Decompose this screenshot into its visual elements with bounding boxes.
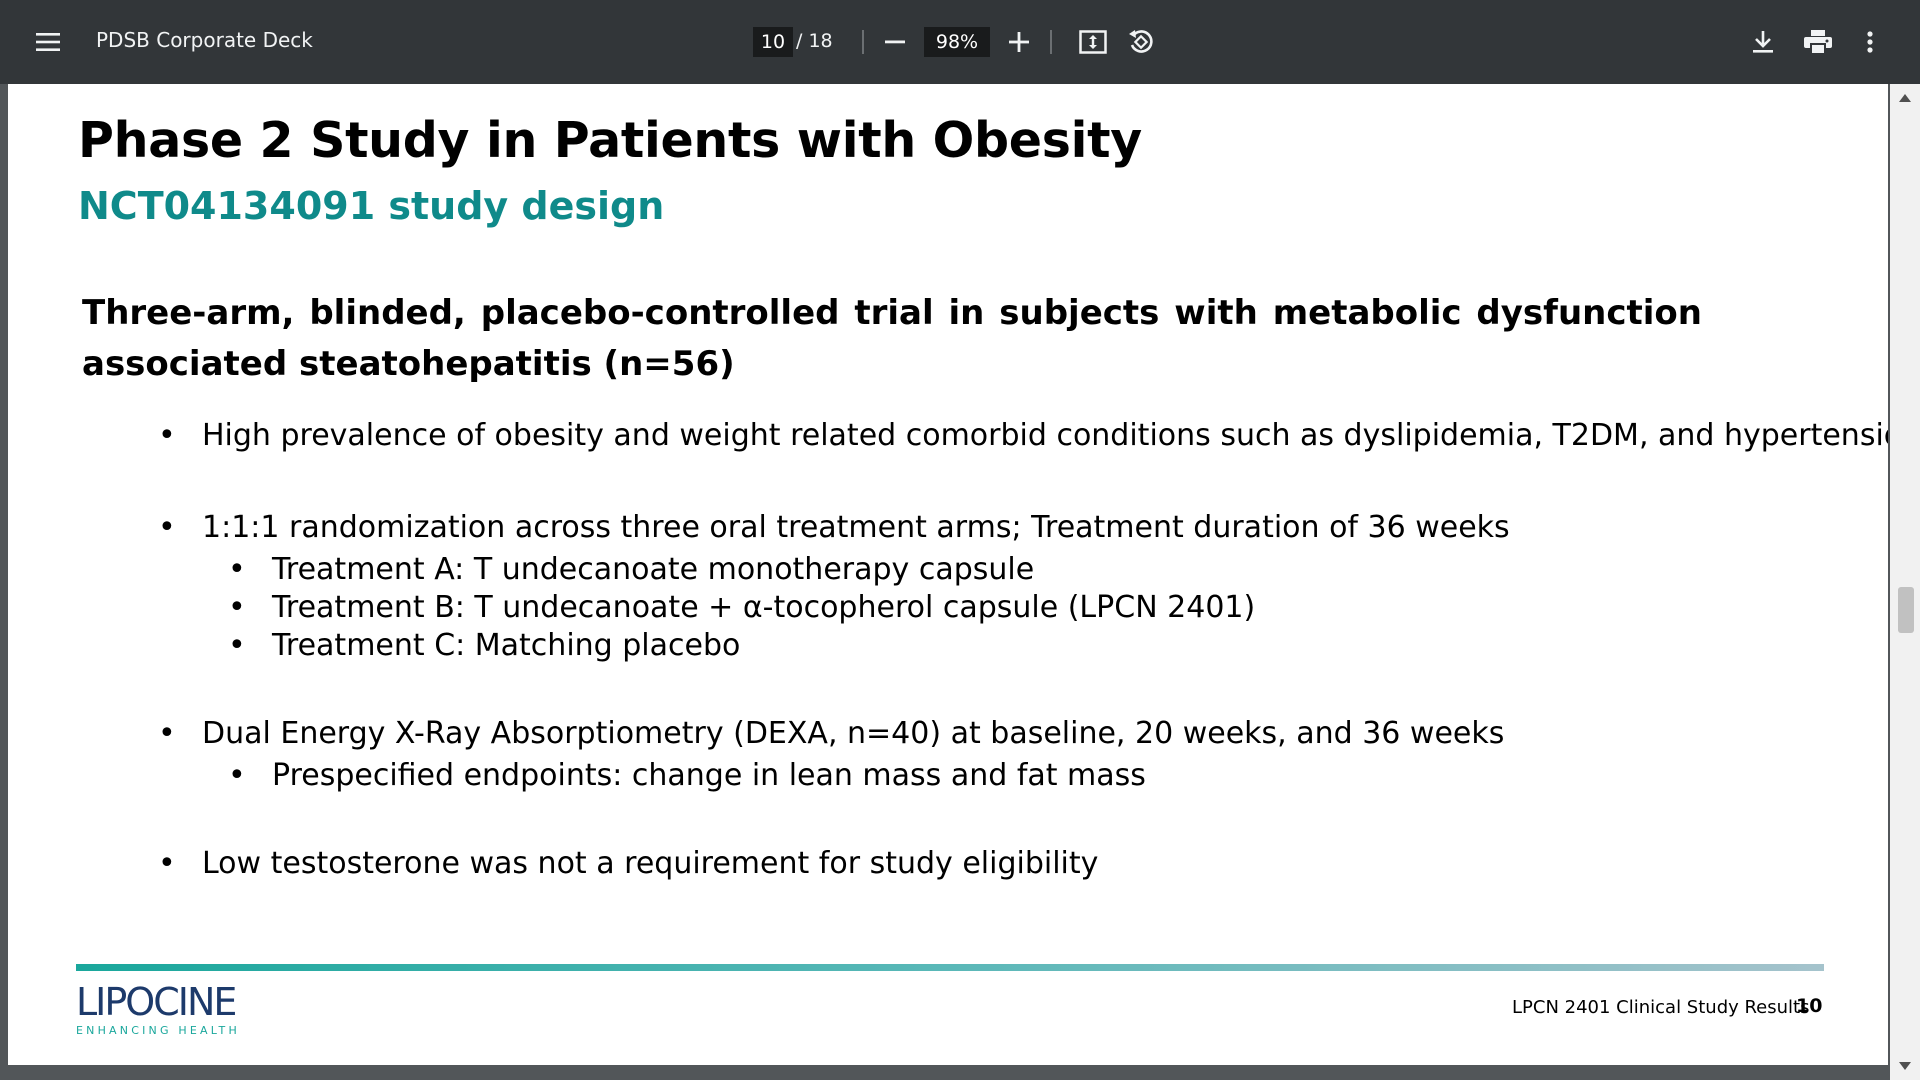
zoom-level-input[interactable]: 98% [924,27,990,57]
toolbar-divider [1050,30,1052,54]
bullet-marker: • [228,590,246,625]
scrollbar-thumb[interactable] [1898,587,1914,633]
bullet-marker: • [158,846,176,881]
bullet-item: • 1:1:1 randomization across three oral … [158,510,1510,545]
bullet-text: 1:1:1 randomization across three oral tr… [202,510,1510,545]
lipocine-logo: LIPOCINE ENHANCING HEALTH [76,982,240,1037]
bullet-text: Prespecified endpoints: change in lean m… [272,758,1146,793]
bullet-text: Dual Energy X-Ray Absorptiometry (DEXA, … [202,716,1505,751]
slide-page-number: 10 [1796,995,1823,1017]
sub-bullet-item: • Treatment B: T undecanoate + α-tocophe… [228,590,1256,625]
footer-text: LPCN 2401 Clinical Study Results [1512,997,1810,1018]
sub-bullet-item: • Treatment C: Matching placebo [228,628,741,663]
document-title: PDSB Corporate Deck [96,28,313,52]
bullet-marker: • [158,418,176,453]
bullet-item: • Dual Energy X-Ray Absorptiometry (DEXA… [158,716,1505,751]
download-icon[interactable] [1744,24,1782,60]
slide-subtitle: NCT04134091 study design [78,184,665,228]
zoom-in-icon[interactable] [1001,24,1037,60]
zoom-out-icon[interactable] [877,24,913,60]
logo-wordmark: LIPOCINE [76,980,237,1024]
bullet-marker: • [158,716,176,751]
scroll-down-arrow-icon[interactable] [1899,1062,1911,1070]
footer-divider [76,964,1824,971]
bullet-marker: • [228,758,246,793]
more-options-icon[interactable] [1852,24,1888,60]
bullet-item: • Low testosterone was not a requirement… [158,846,1099,881]
pdf-toolbar: PDSB Corporate Deck 10 / 18 98% [0,0,1920,84]
pdf-page: Phase 2 Study in Patients with Obesity N… [8,84,1888,1065]
bullet-marker: • [228,628,246,663]
page-total: / 18 [796,30,833,52]
bullet-text: Low testosterone was not a requirement f… [202,846,1099,881]
bullet-marker: • [158,510,176,545]
vertical-scrollbar[interactable] [1890,84,1920,1080]
page-number-input[interactable]: 10 [753,27,793,57]
rotate-icon[interactable] [1122,24,1160,60]
scroll-up-arrow-icon[interactable] [1899,94,1911,102]
slide-title: Phase 2 Study in Patients with Obesity [78,112,1142,169]
menu-icon[interactable] [28,22,68,62]
fit-page-icon[interactable] [1074,24,1112,60]
sub-bullet-item: • Prespecified endpoints: change in lean… [228,758,1146,793]
bullet-item: • High prevalence of obesity and weight … [158,418,1888,453]
document-viewport: Phase 2 Study in Patients with Obesity N… [0,84,1920,1080]
print-icon[interactable] [1798,24,1838,60]
bullet-text: Treatment C: Matching placebo [272,628,741,663]
intro-text: Three-arm, blinded, placebo-controlled t… [82,293,1702,384]
logo-tagline: ENHANCING HEALTH [76,1024,240,1037]
bullet-text: Treatment A: T undecanoate monotherapy c… [272,552,1035,587]
sub-bullet-item: • Treatment A: T undecanoate monotherapy… [228,552,1035,587]
bullet-text: High prevalence of obesity and weight re… [202,418,1888,453]
bullet-text: Treatment B: T undecanoate + α-tocophero… [272,590,1256,625]
toolbar-divider [862,30,864,54]
bullet-marker: • [228,552,246,587]
